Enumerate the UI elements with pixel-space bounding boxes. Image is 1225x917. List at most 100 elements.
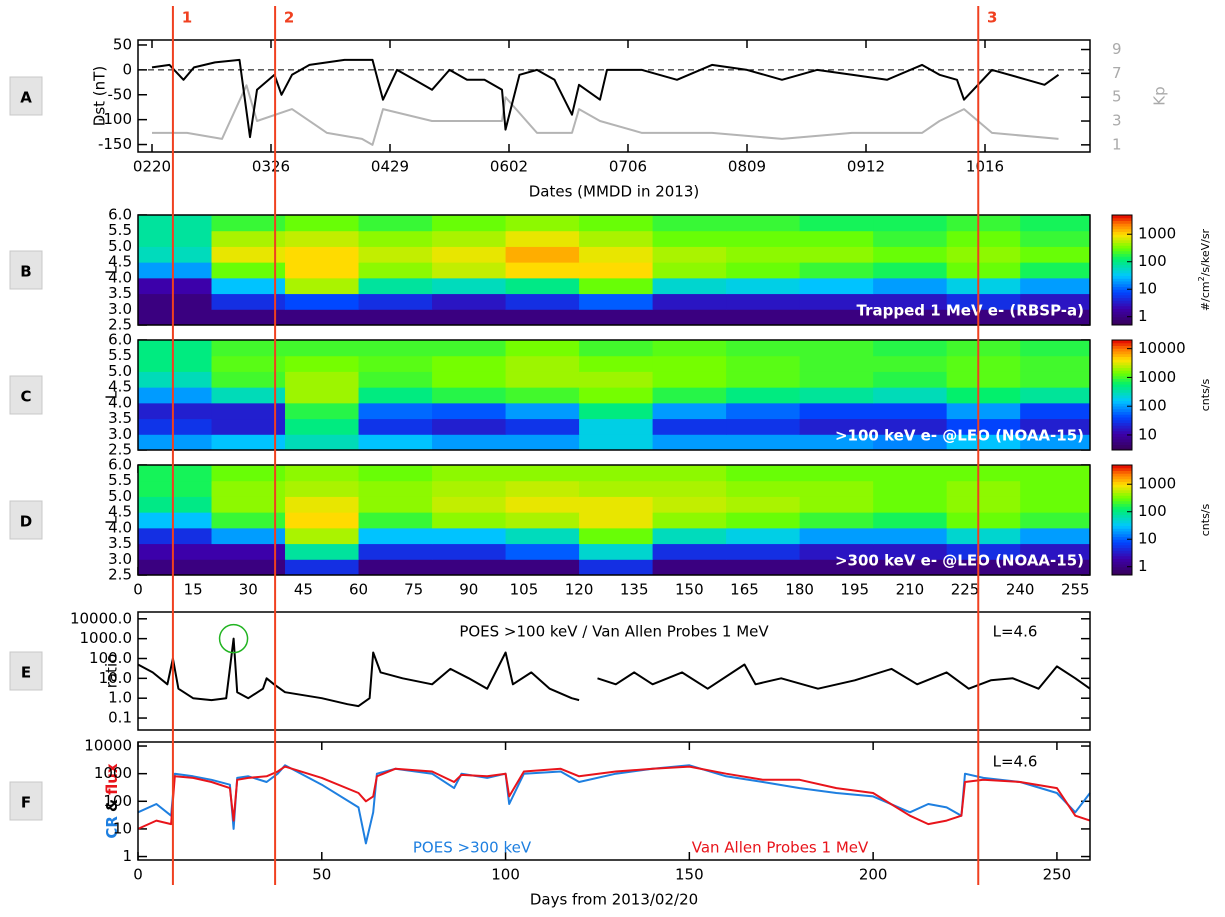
colorbar-swatch [1112,558,1132,562]
spectrogram-cell [211,402,286,420]
spectrogram-cell [873,246,948,263]
spectrogram-cell [726,277,801,295]
spectrogram-cell [505,496,580,513]
spectrogram-cell [873,496,948,513]
y-tick-label: 2.5 [108,316,132,334]
spectrogram-cell [358,402,433,420]
plot-frame [137,464,1091,576]
spectrogram-cell [505,418,580,435]
spectrogram-cell [285,215,360,232]
spectrogram-cell [138,230,213,247]
colorbar-swatch [1112,292,1132,296]
colorbar-swatch [1112,433,1132,437]
spectrogram-cell [358,543,433,560]
x-axis-label: Dates (MMDD in 2013) [529,183,700,201]
spectrogram-cell [505,480,580,497]
y-tick-label: 6.0 [108,456,132,474]
spectrogram-cell [505,230,580,247]
colorbar-swatch [1112,253,1132,257]
plot-frame [137,339,1091,451]
x-tick-label: 0706 [609,158,647,176]
colorbar-swatch [1112,278,1132,282]
x-tick-label: 165 [730,581,759,599]
spectrogram-cell [873,293,948,310]
colorbar-swatch [1112,403,1132,407]
y-tick-label: 5.0 [108,237,132,255]
y-tick-label: 3.0 [108,425,132,443]
colorbar-swatch [1112,489,1132,493]
spectrogram-cell [873,418,948,435]
spectrogram-cell [652,293,727,310]
colorbar-swatch [1112,272,1132,276]
colorbar-swatch [1112,264,1132,268]
colorbar-swatch [1112,425,1132,429]
colorbar-swatch [1112,430,1132,434]
spectrogram-cell [138,480,213,497]
spectrogram-cell [432,371,507,388]
y2-tick-label: 3 [1112,112,1122,130]
colorbar-swatch [1112,250,1132,254]
spectrogram-cell [1020,230,1091,247]
spectrogram-cell [505,402,580,420]
colorbar-swatch [1112,294,1132,298]
colorbar-swatch [1112,484,1132,488]
y-tick-label: 5.5 [108,221,132,239]
colorbar-swatch [1112,256,1132,260]
spectrogram-cell [726,543,801,560]
spectrogram-cell [505,512,580,529]
y-tick-label: 10 [113,819,132,837]
spectrogram-cell [138,543,213,560]
spectrogram-cell [799,402,874,420]
spectrogram-cell [946,387,1021,404]
spectrogram-cell [505,543,580,560]
spectrogram-cell [358,434,433,451]
spectrogram-cell [946,402,1021,420]
colorbar-label: #/cm2/s/keV/sr [1197,228,1212,311]
spectrogram-cell [138,527,213,545]
colorbar-swatch [1112,231,1132,235]
colorbar-swatch [1112,422,1132,426]
colorbar-swatch [1112,226,1132,230]
spectrogram-cell [652,355,727,372]
panel-letter-box [9,76,43,116]
spectrogram-cell [211,527,286,545]
colorbar-swatch [1112,511,1132,515]
spectrogram-cell [285,246,360,263]
spectrogram-cell [211,355,286,372]
spectrogram-cell [799,418,874,435]
series-line [137,637,1091,708]
spectrogram-cell [726,496,801,513]
colorbar-tick-label: 1 [1138,307,1148,325]
spectrogram-cell [1020,418,1091,435]
panel-annotation: Trapped 1 MeV e- (RBSP-a) [857,302,1085,320]
x-tick-label: 195 [840,581,869,599]
colorbar-swatch [1112,547,1132,551]
y-tick-label: 100 [103,792,132,810]
spectrogram-cell [873,559,948,576]
colorbar-swatch [1112,248,1132,252]
spectrogram-cell [432,387,507,404]
spectrogram-cell [432,496,507,513]
spectrogram-cell [799,340,874,357]
plot-frame [137,39,1091,153]
spectrogram-cell [873,355,948,372]
spectrogram-cell [138,277,213,295]
colorbar-swatch [1112,223,1132,227]
spectrogram-cell [799,293,874,310]
spectrogram-cell [726,355,801,372]
x-tick-label: 1016 [966,158,1004,176]
colorbar-tick-label: 1000 [1138,368,1176,386]
spectrogram-cell [726,230,801,247]
colorbar-swatch [1112,465,1132,469]
spectrogram-cell [432,434,507,451]
colorbar-swatch [1112,237,1132,241]
colorbar-swatch [1112,436,1132,440]
colorbar-swatch [1112,411,1132,415]
spectrogram-cell [579,309,654,326]
spectrogram-cell [1020,559,1091,576]
spectrogram-cell [873,512,948,529]
spectrogram-cell [285,262,360,279]
colorbar-swatch [1112,539,1132,543]
y2-tick-label: 5 [1112,88,1122,106]
